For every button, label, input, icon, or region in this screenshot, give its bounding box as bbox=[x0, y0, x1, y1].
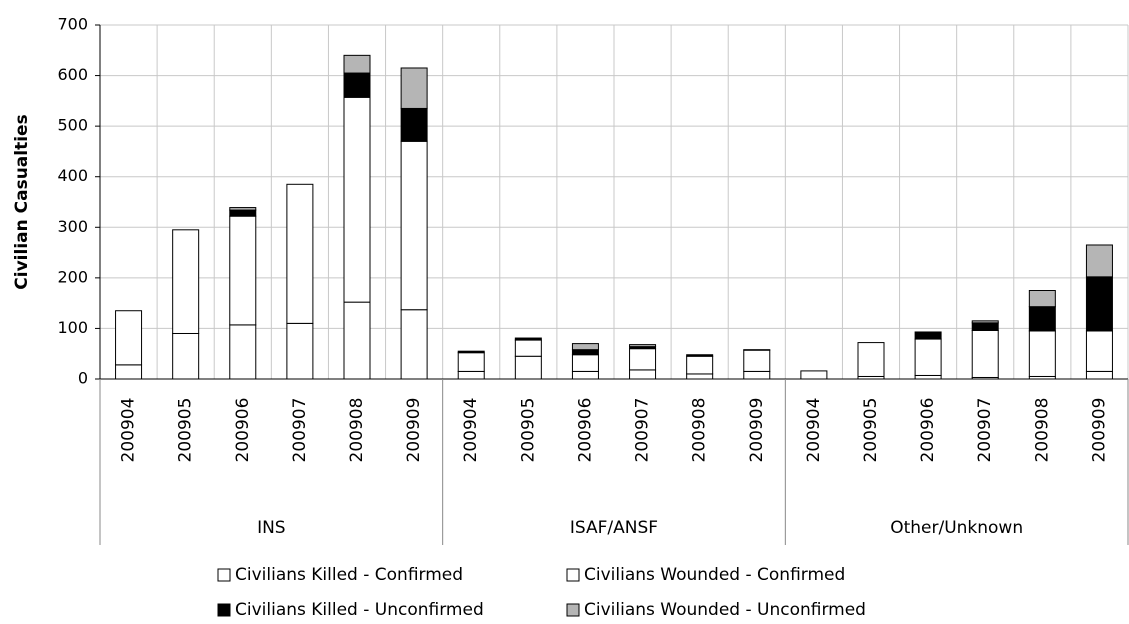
bar-segment bbox=[686, 373, 714, 380]
bar-segment bbox=[457, 370, 485, 380]
x-tick-label: 200905 bbox=[518, 398, 538, 463]
legend-swatch bbox=[566, 603, 580, 617]
bar-segment bbox=[229, 215, 257, 326]
x-tick-label: 200904 bbox=[119, 398, 139, 463]
bar-segment bbox=[1028, 330, 1056, 377]
bar-segment bbox=[971, 320, 999, 324]
bar-segment bbox=[115, 310, 143, 366]
x-tick-label: 200907 bbox=[290, 398, 310, 463]
bar-segment bbox=[629, 369, 657, 380]
group-label: Other/Unknown bbox=[890, 518, 1023, 538]
bar-segment bbox=[400, 140, 428, 311]
x-tick-label: 200908 bbox=[1032, 398, 1052, 463]
x-tick-label: 200906 bbox=[918, 398, 938, 463]
bar-segment bbox=[743, 349, 771, 351]
y-axis-label: Civilian Casualties bbox=[12, 114, 32, 289]
bar-segment bbox=[629, 348, 657, 371]
bar-segment bbox=[514, 337, 542, 341]
bar-segment bbox=[686, 355, 714, 375]
bar-segment bbox=[857, 342, 885, 377]
x-tick-label: 200909 bbox=[1089, 398, 1109, 463]
x-tick-label: 200908 bbox=[690, 398, 710, 463]
bar-segment bbox=[115, 364, 143, 380]
bar-segment bbox=[400, 309, 428, 380]
y-tick-label: 700 bbox=[57, 15, 88, 34]
bar-segment bbox=[914, 338, 942, 376]
bar-segment bbox=[971, 322, 999, 331]
x-tick-label: 200907 bbox=[633, 398, 653, 463]
bar-segment bbox=[743, 349, 771, 372]
bar-segment bbox=[571, 349, 599, 356]
bar-segment bbox=[1085, 244, 1113, 278]
bar-segment bbox=[343, 96, 371, 303]
legend-label: Civilians Killed - Unconfirmed bbox=[235, 600, 484, 620]
bar-segment bbox=[1085, 370, 1113, 380]
bar-segment bbox=[686, 354, 714, 357]
group-label: ISAF/ANSF bbox=[570, 518, 658, 538]
bar-segment bbox=[229, 207, 257, 211]
legend-label: Civilians Wounded - Unconfirmed bbox=[584, 600, 866, 620]
y-tick-label: 600 bbox=[57, 65, 88, 84]
bar-segment bbox=[571, 370, 599, 380]
bar-segment bbox=[914, 331, 942, 340]
bar-segment bbox=[1085, 330, 1113, 372]
x-tick-label: 200908 bbox=[347, 398, 367, 463]
bar-segment bbox=[743, 370, 771, 380]
bar-segment bbox=[229, 209, 257, 217]
bar-segment bbox=[1085, 276, 1113, 332]
group-label: INS bbox=[257, 518, 286, 538]
legend-swatch bbox=[566, 568, 580, 582]
bar-segment bbox=[1028, 290, 1056, 308]
y-tick-label: 100 bbox=[57, 318, 88, 337]
legend-label: Civilians Wounded - Confirmed bbox=[584, 565, 845, 585]
x-tick-label: 200906 bbox=[233, 398, 253, 463]
bar-segment bbox=[629, 344, 657, 348]
bar-segment bbox=[286, 183, 314, 324]
bar-segment bbox=[457, 350, 485, 354]
legend-label: Civilians Killed - Confirmed bbox=[235, 565, 463, 585]
y-tick-label: 200 bbox=[57, 267, 88, 286]
y-tick-label: 300 bbox=[57, 217, 88, 236]
bar-segment bbox=[229, 324, 257, 380]
x-tick-label: 200907 bbox=[975, 398, 995, 463]
x-tick-label: 200906 bbox=[575, 398, 595, 463]
bar-segment bbox=[1028, 306, 1056, 332]
y-tick-label: 400 bbox=[57, 166, 88, 185]
legend-swatch bbox=[217, 603, 231, 617]
bar-segment bbox=[400, 67, 428, 109]
bar-segment bbox=[514, 339, 542, 357]
bar-segment bbox=[571, 354, 599, 372]
x-tick-label: 200909 bbox=[747, 398, 767, 463]
bar-segment bbox=[172, 332, 200, 380]
bar-segment bbox=[514, 355, 542, 380]
bar-segment bbox=[457, 352, 485, 372]
bar-segment bbox=[172, 229, 200, 334]
bar-segment bbox=[343, 301, 371, 380]
bar-segment bbox=[286, 322, 314, 380]
x-tick-label: 200904 bbox=[461, 398, 481, 463]
bar-segment bbox=[343, 72, 371, 98]
x-tick-label: 200905 bbox=[861, 398, 881, 463]
bar-segment bbox=[914, 374, 942, 380]
y-tick-label: 0 bbox=[78, 369, 88, 388]
bar-segment bbox=[571, 343, 599, 351]
x-tick-label: 200909 bbox=[404, 398, 424, 463]
x-tick-label: 200904 bbox=[804, 398, 824, 463]
legend-swatch bbox=[217, 568, 231, 582]
bar-segment bbox=[800, 370, 828, 380]
x-tick-label: 200905 bbox=[176, 398, 196, 463]
bar-segment bbox=[971, 329, 999, 378]
y-tick-label: 500 bbox=[57, 116, 88, 135]
bar-segment bbox=[343, 54, 371, 74]
bar-segment bbox=[400, 107, 428, 142]
